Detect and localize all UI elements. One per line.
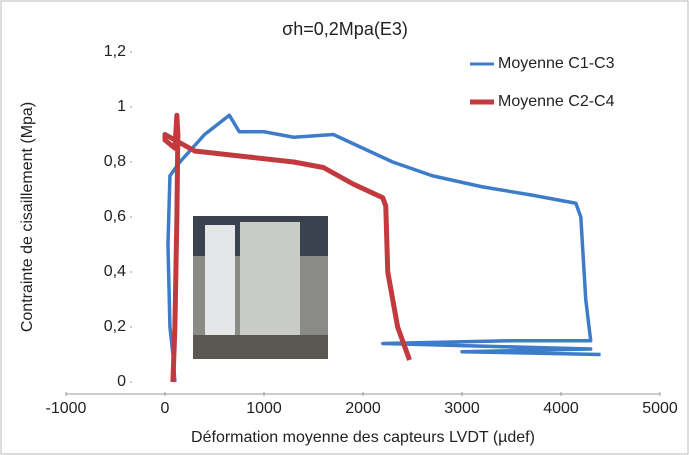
legend-label: Moyenne C2-C4 bbox=[498, 93, 615, 110]
series-line bbox=[162, 112, 412, 383]
x-tick-label: 4000 bbox=[543, 400, 579, 417]
y-tick-label: 1,2 bbox=[104, 43, 126, 60]
x-tick-label: 5000 bbox=[642, 400, 678, 417]
x-tick-label: -1000 bbox=[46, 400, 87, 417]
x-tick-label: 0 bbox=[161, 400, 170, 417]
y-tick-label: 1 bbox=[117, 98, 126, 115]
series-line bbox=[166, 113, 601, 383]
x-tick-label: 2000 bbox=[345, 400, 381, 417]
x-tick-label: 1000 bbox=[246, 400, 282, 417]
photo-part bbox=[193, 335, 328, 359]
y-tick-label: 0 bbox=[117, 373, 126, 390]
y-tick-label: 0,6 bbox=[104, 208, 126, 225]
x-tick-label: 3000 bbox=[444, 400, 480, 417]
x-axis-label: Déformation moyenne des capteurs LVDT (µ… bbox=[191, 429, 535, 446]
photo-part bbox=[240, 222, 300, 342]
y-tick-label: 0,4 bbox=[104, 263, 126, 280]
legend-label: Moyenne C1-C3 bbox=[498, 55, 615, 72]
photo-part bbox=[205, 225, 235, 335]
y-axis-label: Contrainte de cisaillement (Mpa) bbox=[19, 102, 36, 332]
photo-inset bbox=[193, 216, 328, 359]
chart-title: σh=0,2Mpa(E3) bbox=[282, 19, 408, 39]
y-tick-label: 0,2 bbox=[104, 318, 126, 335]
y-tick-label: 0,8 bbox=[104, 153, 126, 170]
